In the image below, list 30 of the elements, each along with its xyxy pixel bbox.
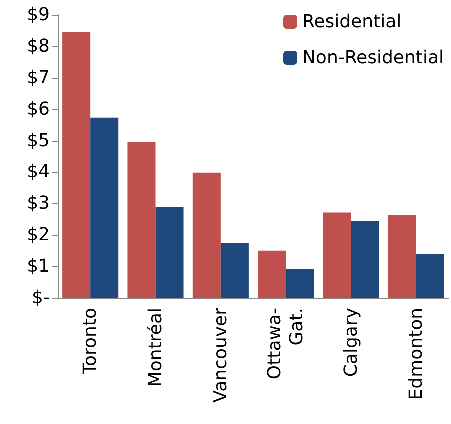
- x-tick-label: Toronto: [80, 308, 102, 376]
- x-tick-label: Montréal: [145, 308, 166, 388]
- y-tick-label: $6: [27, 98, 50, 120]
- legend-label: Residential: [302, 12, 402, 32]
- bar: [156, 207, 184, 298]
- y-tick-label: $-: [32, 288, 50, 308]
- bar: [220, 242, 249, 298]
- x-tick-label: Calgary: [340, 308, 362, 378]
- bar: [286, 269, 314, 298]
- x-tick-label: Vancouver: [210, 307, 232, 403]
- x-tick-label: Edmonton: [406, 308, 427, 400]
- bar: [323, 212, 352, 298]
- y-tick-label: $7: [27, 67, 50, 88]
- y-tick-label: $5: [27, 130, 50, 152]
- bar: [128, 142, 156, 298]
- bar: [192, 172, 221, 298]
- y-tick-label: $4: [27, 162, 50, 183]
- y-tick-label: $1: [27, 256, 50, 278]
- y-tick-label: $3: [27, 193, 50, 214]
- legend-label: Non-Residential: [302, 48, 444, 68]
- y-tick-label: $8: [27, 36, 50, 57]
- bar: [388, 214, 416, 298]
- bar: [351, 220, 380, 298]
- bar: [62, 32, 91, 298]
- y-tick-label: $2: [27, 224, 50, 246]
- bar: [90, 118, 119, 298]
- bar: [258, 250, 286, 298]
- x-tick-label: Ottawa-Gat.: [264, 308, 308, 380]
- bar: [416, 254, 444, 298]
- y-tick-label: $9: [27, 4, 50, 26]
